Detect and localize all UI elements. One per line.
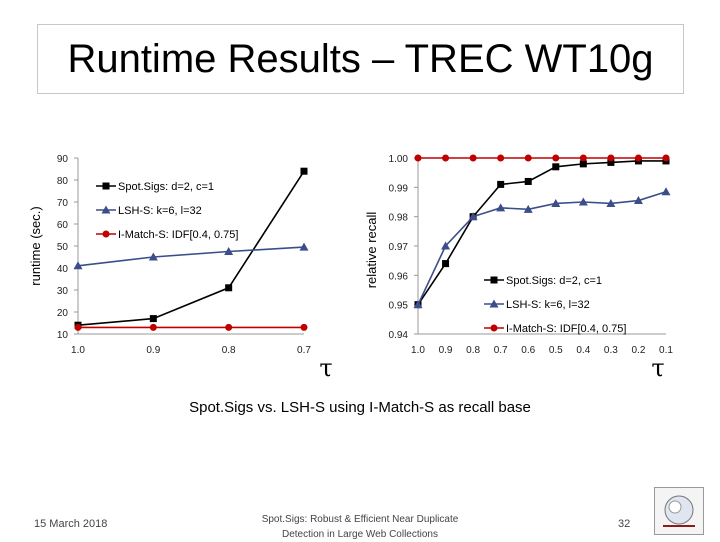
- runtime-xtick-label: 0.7: [297, 345, 311, 356]
- footer-center-line1: Spot.Sigs: Robust & Efficient Near Dupli…: [261, 514, 459, 525]
- runtime-legend-marker: [102, 182, 110, 190]
- recall-ytick-label: 0.94: [389, 330, 409, 341]
- runtime-series-line-0: [77, 170, 305, 326]
- recall-data-point: [442, 154, 450, 162]
- recall-data-point: [606, 198, 616, 207]
- recall-legend-marker: [489, 299, 499, 308]
- recall-ytick-label: 0.95: [389, 301, 409, 312]
- runtime-ytick-label: 20: [57, 308, 69, 319]
- recall-data-point: [579, 160, 587, 168]
- runtime-legend-label: Spot.Sigs: d=2, c=1: [118, 181, 214, 193]
- runtime-data-point: [73, 261, 83, 270]
- runtime-ytick-label: 10: [57, 330, 69, 341]
- recall-data-point: [607, 154, 615, 162]
- recall-xtick-label: 1.0: [411, 345, 425, 356]
- runtime-data-point: [149, 323, 157, 331]
- recall-data-point: [523, 204, 533, 213]
- runtime-ytick-label: 50: [57, 242, 69, 253]
- caption: Spot.Sigs vs. LSH-S using I-Match-S as r…: [189, 399, 531, 416]
- recall-xtick-label: 0.9: [439, 345, 453, 356]
- runtime-ytick-label: 40: [57, 264, 69, 275]
- runtime-data-point: [148, 252, 158, 261]
- runtime-data-point: [74, 323, 82, 331]
- recall-data-point: [661, 187, 671, 196]
- runtime-legend-label: I-Match-S: IDF[0.4, 0.75]: [118, 229, 238, 241]
- recall-legend-marker: [490, 276, 498, 284]
- recall-xtick-label: 0.1: [659, 345, 673, 356]
- recall-data-point: [579, 154, 587, 162]
- recall-data-point: [551, 198, 561, 207]
- recall-data-point: [552, 154, 560, 162]
- recall-xtick-label: 0.6: [521, 345, 535, 356]
- recall-data-point: [607, 158, 615, 166]
- footer-center-line2: Detection in Large Web Collections: [281, 529, 438, 540]
- runtime-data-point: [225, 323, 233, 331]
- slide-title: Runtime Results – TREC WT10g: [67, 36, 654, 81]
- recall-data-point: [578, 197, 588, 206]
- recall-data-point: [524, 177, 532, 185]
- recall-data-point: [496, 203, 506, 212]
- recall-legend-marker: [490, 324, 498, 332]
- runtime-y-axis-label: runtime (sec.): [28, 206, 43, 285]
- runtime-data-point: [300, 323, 308, 331]
- runtime-ytick-label: 70: [57, 198, 69, 209]
- recall-data-point: [552, 163, 560, 171]
- recall-x-axis-label: τ: [651, 354, 664, 382]
- recall-xtick-label: 0.8: [466, 345, 480, 356]
- runtime-data-point: [300, 167, 308, 175]
- university-logo: [654, 487, 704, 535]
- runtime-ytick-label: 80: [57, 176, 69, 187]
- recall-data-point: [414, 154, 422, 162]
- runtime-ytick-label: 60: [57, 220, 69, 231]
- recall-data-point: [468, 212, 478, 221]
- recall-data-point: [497, 154, 505, 162]
- recall-data-point: [634, 154, 642, 162]
- recall-series-line-0: [417, 160, 666, 306]
- runtime-data-point: [299, 242, 309, 251]
- page-number: 32: [618, 518, 631, 530]
- runtime-xtick-label: 0.9: [146, 345, 160, 356]
- recall-legend-label: I-Match-S: IDF[0.4, 0.75]: [506, 323, 626, 335]
- recall-xtick-label: 0.4: [576, 345, 590, 356]
- logo-icon: [663, 495, 695, 527]
- runtime-data-point: [149, 315, 157, 323]
- recall-data-point: [442, 260, 450, 268]
- runtime-data-point: [225, 284, 233, 292]
- runtime-ytick-label: 90: [57, 154, 69, 165]
- runtime-x-axis-label: τ: [319, 354, 332, 382]
- recall-data-point: [497, 180, 505, 188]
- runtime-legend-marker: [101, 205, 111, 214]
- recall-ytick-label: 0.98: [389, 213, 409, 224]
- recall-ytick-label: 0.96: [389, 271, 409, 282]
- recall-xtick-label: 0.2: [631, 345, 645, 356]
- runtime-legend-marker: [102, 230, 110, 238]
- runtime-xtick-label: 0.8: [222, 345, 236, 356]
- recall-ytick-label: 0.97: [389, 242, 409, 253]
- runtime-xtick-label: 1.0: [71, 345, 85, 356]
- recall-data-point: [524, 154, 532, 162]
- recall-data-point: [441, 241, 451, 250]
- recall-xtick-label: 0.5: [549, 345, 563, 356]
- recall-data-point: [662, 154, 670, 162]
- recall-y-axis-label: relative recall: [364, 212, 379, 289]
- runtime-data-point: [224, 247, 234, 255]
- runtime-legend-label: LSH-S: k=6, l=32: [118, 205, 202, 217]
- recall-ytick-label: 0.99: [389, 183, 409, 194]
- runtime-series-line-1: [77, 246, 305, 267]
- recall-series-line-1: [417, 190, 667, 306]
- footer-date: 15 March 2018: [34, 518, 108, 530]
- recall-xtick-label: 0.7: [494, 345, 508, 356]
- recall-ytick-label: 1.00: [389, 154, 409, 165]
- footer-center: Spot.Sigs: Robust & Efficient Near Dupli…: [220, 512, 500, 542]
- recall-legend-label: Spot.Sigs: d=2, c=1: [506, 275, 602, 287]
- recall-data-point: [633, 196, 643, 205]
- title-box: Runtime Results – TREC WT10g: [37, 24, 684, 94]
- recall-data-point: [469, 154, 477, 162]
- recall-legend-label: LSH-S: k=6, l=32: [506, 299, 590, 311]
- recall-xtick-label: 0.3: [604, 345, 618, 356]
- runtime-ytick-label: 30: [57, 286, 69, 297]
- recall-data-point: [413, 300, 423, 309]
